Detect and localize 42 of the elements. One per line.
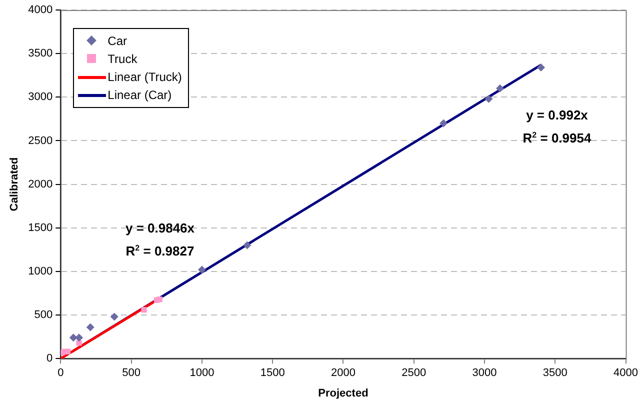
y-tick-label: 0 <box>46 352 53 365</box>
point <box>440 119 448 128</box>
y-tick-label: 2000 <box>28 178 53 190</box>
y-tick-label: 500 <box>34 309 53 322</box>
point <box>76 340 82 346</box>
point <box>496 84 504 92</box>
annotation: y = 0.992x <box>526 108 588 122</box>
annotation: R$^{2}$ = 0.9827 <box>126 243 194 259</box>
point <box>110 312 118 321</box>
x-axis-title: Projected <box>318 387 368 400</box>
x-tick-label: 1500 <box>260 367 285 380</box>
point <box>86 323 94 332</box>
annotation: y = 0.9846x <box>125 220 195 236</box>
y-tick-label: 3000 <box>28 91 53 104</box>
annotation: R$^{2}$ = 0.9954 <box>522 130 592 146</box>
point <box>484 94 493 103</box>
legend-label: Car <box>108 34 127 48</box>
y-tick-label: 3500 <box>28 48 53 60</box>
x-tick-label: 2500 <box>402 367 426 380</box>
legend-label: Linear (Car) <box>108 88 172 102</box>
legend-label: Linear (Truck) <box>108 70 182 84</box>
x-tick-label: 3000 <box>472 367 497 380</box>
legend-label: Truck <box>108 52 138 66</box>
y-axis-title: Calibrated <box>8 157 21 212</box>
point <box>537 64 545 72</box>
point <box>75 334 84 342</box>
x-tick-label: 2000 <box>330 367 356 380</box>
point <box>243 241 252 250</box>
point <box>64 348 71 354</box>
point <box>69 334 78 342</box>
x-tick-label: 3500 <box>542 367 568 380</box>
y-tick-label: 2500 <box>28 134 53 147</box>
y-tick-label: 1000 <box>28 265 53 278</box>
x-tick-label: 500 <box>122 367 140 380</box>
x-tick-label: 1000 <box>190 367 214 380</box>
point <box>198 266 206 274</box>
point <box>156 296 162 302</box>
x-tick-label: 0 <box>58 367 64 380</box>
y-tick-label: 1500 <box>28 222 53 234</box>
y-tick-label: 4000 <box>28 4 53 16</box>
point <box>141 306 147 313</box>
x-tick-label: 4000 <box>614 367 638 380</box>
